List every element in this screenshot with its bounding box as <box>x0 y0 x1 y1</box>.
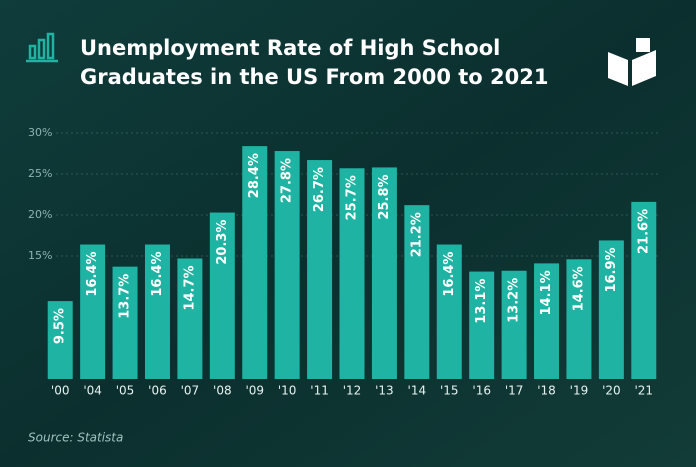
bar <box>534 263 560 379</box>
value-label: 26.7% <box>312 167 327 212</box>
bar <box>177 258 203 379</box>
x-tick-label: '07 <box>181 384 200 398</box>
value-label: 16.4% <box>85 252 100 297</box>
value-label: 9.5% <box>53 308 68 344</box>
x-tick-label: '08 <box>213 384 232 398</box>
bar <box>598 240 624 379</box>
logo <box>608 38 656 86</box>
value-label: 13.1% <box>474 279 489 324</box>
x-tick-label: '21 <box>635 384 654 398</box>
y-tick-label: 30% <box>28 126 52 139</box>
bar <box>371 167 397 379</box>
bar <box>631 201 657 379</box>
bar <box>144 244 170 379</box>
x-tick-label: '11 <box>310 384 329 398</box>
value-label: 13.7% <box>118 274 133 319</box>
value-label: 28.4% <box>247 153 262 198</box>
bar <box>404 205 430 379</box>
bar <box>80 244 106 379</box>
x-tick-label: '04 <box>83 384 102 398</box>
bar <box>242 146 268 379</box>
x-tick-label: '19 <box>570 384 589 398</box>
value-label: 13.2% <box>507 278 522 323</box>
value-label: 20.3% <box>215 220 230 265</box>
chart-title: Graduates in the US From 2000 to 2021 <box>80 65 548 89</box>
y-tick-label: 20% <box>28 208 52 221</box>
bar <box>307 160 333 379</box>
value-label: 14.7% <box>182 265 197 310</box>
x-tick-label: '16 <box>472 384 491 398</box>
value-label: 16.4% <box>442 252 457 297</box>
value-label: 27.8% <box>280 158 295 203</box>
bar <box>566 259 592 379</box>
chart-title: Unemployment Rate of High School <box>80 36 500 60</box>
x-tick-label: '09 <box>245 384 264 398</box>
bar <box>209 212 235 379</box>
bar <box>339 168 365 379</box>
y-tick-label: 25% <box>28 167 52 180</box>
bar <box>47 301 73 379</box>
value-label: 14.1% <box>539 270 554 315</box>
x-tick-label: '18 <box>537 384 556 398</box>
x-tick-label: '06 <box>148 384 167 398</box>
bar <box>436 244 462 379</box>
chart-icon <box>26 32 58 63</box>
bar <box>274 151 300 379</box>
x-tick-label: '05 <box>116 384 135 398</box>
x-tick-label: '13 <box>375 384 394 398</box>
source: Source: Statista <box>28 431 123 445</box>
value-label: 25.8% <box>377 174 392 219</box>
bar <box>469 271 495 379</box>
x-tick-label: '20 <box>602 384 621 398</box>
x-tick-label: '17 <box>505 384 524 398</box>
x-tick-label: '12 <box>343 384 362 398</box>
bar <box>501 270 527 379</box>
x-tick-label: '00 <box>51 384 70 398</box>
value-label: 14.6% <box>571 266 586 311</box>
x-tick-label: '10 <box>278 384 297 398</box>
value-label: 21.2% <box>409 212 424 257</box>
value-label: 25.7% <box>345 175 360 220</box>
x-tick-label: '15 <box>440 384 459 398</box>
value-label: 21.6% <box>636 209 651 254</box>
x-tick-label: '14 <box>408 384 427 398</box>
value-label: 16.9% <box>604 247 619 292</box>
value-label: 16.4% <box>150 252 165 297</box>
y-tick-label: 15% <box>28 249 52 262</box>
bar <box>112 266 138 379</box>
